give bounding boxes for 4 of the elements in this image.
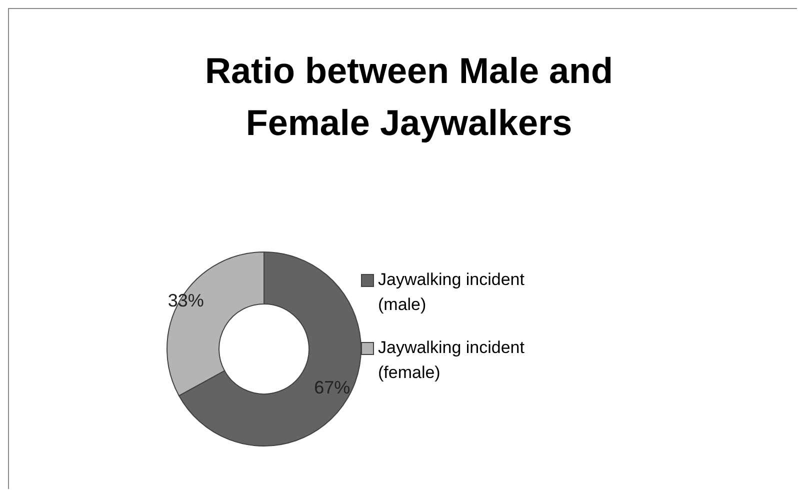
chart-title: Ratio between Male and Female Jaywalkers (204, 49, 614, 145)
legend-label: Jaywalking incident (female) (378, 337, 526, 384)
data-label: 67% (314, 377, 350, 398)
legend-label: Jaywalking incident (male) (378, 269, 526, 316)
